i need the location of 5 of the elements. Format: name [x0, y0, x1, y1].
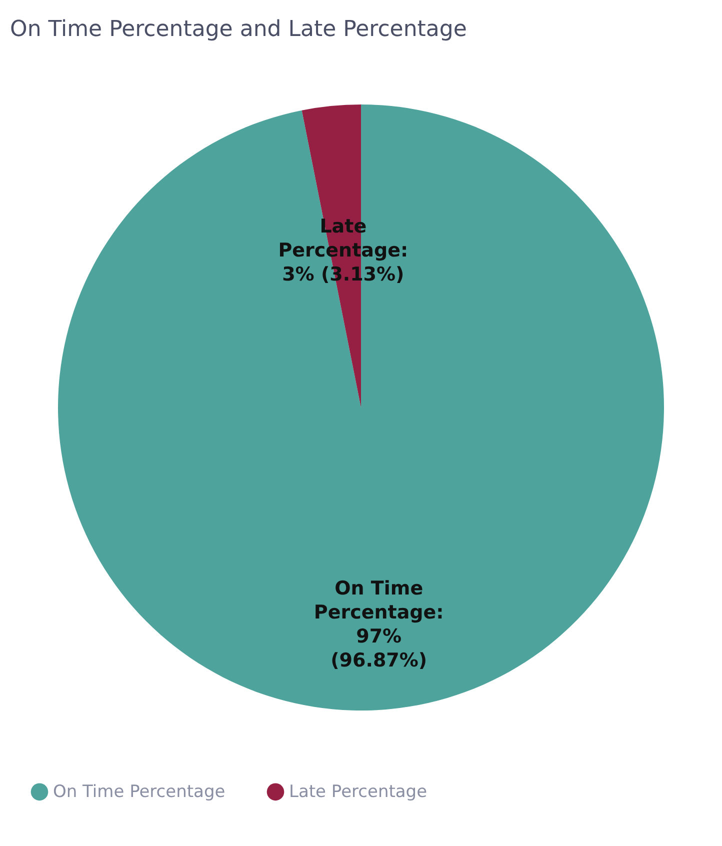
- chart-title: On Time Percentage and Late Percentage: [10, 17, 467, 42]
- legend-label: Late Percentage: [289, 782, 428, 802]
- data-label: On Time Percentage: 97% (96.87%): [314, 577, 444, 672]
- legend-label: On Time Percentage: [53, 782, 226, 802]
- pie-slice: [58, 104, 664, 710]
